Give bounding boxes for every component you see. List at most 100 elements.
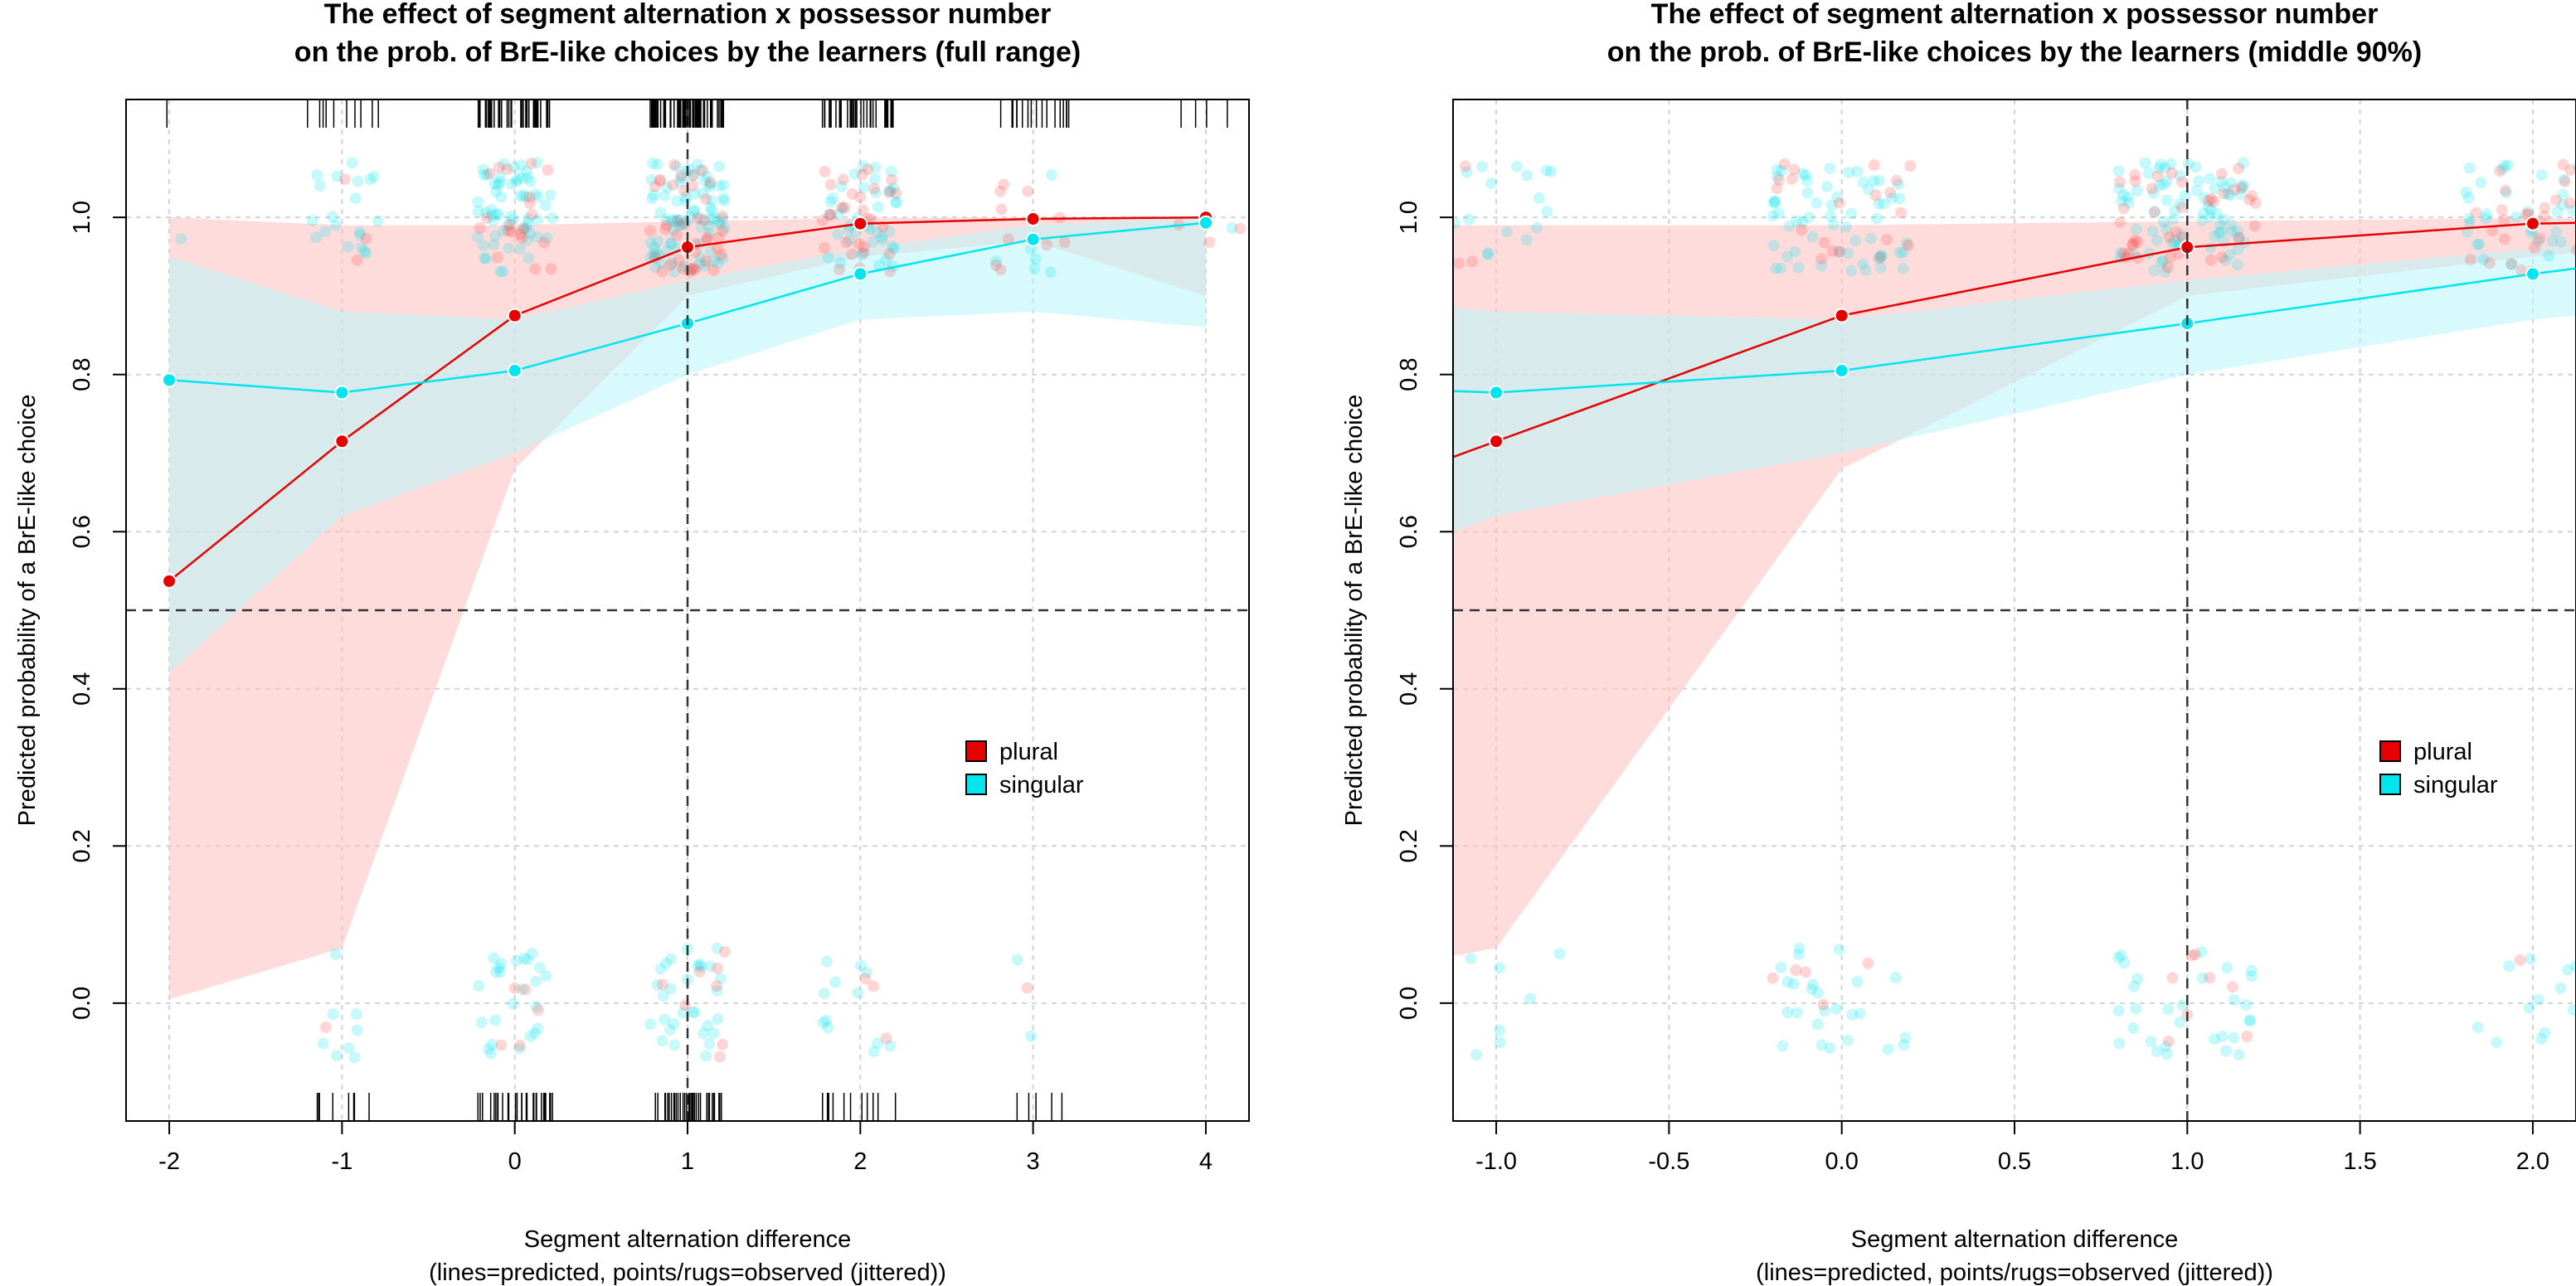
observed-point bbox=[675, 219, 688, 231]
observed-point bbox=[2233, 231, 2245, 244]
observed-point bbox=[698, 175, 711, 187]
observed-point bbox=[692, 959, 704, 972]
confidence-band-singular bbox=[1453, 245, 2576, 532]
x-axis-title: Segment alternation difference bbox=[524, 1226, 851, 1253]
observed-point bbox=[2166, 972, 2179, 984]
y-axis-title: Predicted probability of a BrE-like choi… bbox=[1341, 395, 1368, 827]
observed-point bbox=[545, 263, 557, 275]
observed-point bbox=[1851, 165, 1864, 177]
observed-point bbox=[2472, 238, 2484, 250]
observed-point bbox=[711, 942, 723, 954]
observed-point bbox=[1541, 164, 1553, 177]
observed-point bbox=[2238, 181, 2250, 193]
observed-point bbox=[1524, 992, 1537, 1005]
observed-point bbox=[2538, 211, 2550, 222]
observed-point bbox=[493, 176, 506, 188]
observed-point bbox=[1493, 962, 1505, 974]
observed-point bbox=[1834, 197, 1845, 209]
observed-point bbox=[2202, 200, 2214, 212]
y-tick-label: 0.0 bbox=[1396, 987, 1422, 1020]
observed-point bbox=[673, 255, 685, 266]
observed-point bbox=[474, 222, 486, 234]
observed-point bbox=[349, 192, 362, 205]
observed-point bbox=[512, 173, 524, 185]
observed-point bbox=[1821, 181, 1834, 193]
observed-point bbox=[1868, 159, 1880, 172]
observed-point bbox=[2198, 192, 2210, 204]
observed-point bbox=[2195, 946, 2208, 958]
observed-point bbox=[1553, 948, 1566, 960]
observed-point bbox=[1841, 1034, 1854, 1046]
observed-point bbox=[477, 163, 489, 176]
observed-point bbox=[343, 1042, 355, 1054]
observed-point bbox=[883, 226, 896, 238]
observed-point bbox=[2514, 954, 2526, 966]
observed-point bbox=[1781, 1007, 1794, 1018]
observed-point bbox=[2219, 255, 2232, 266]
observed-point bbox=[1876, 250, 1888, 263]
predicted-point-singular bbox=[334, 385, 350, 400]
observed-point bbox=[2494, 165, 2506, 177]
observed-point bbox=[880, 254, 892, 266]
observed-point bbox=[2169, 204, 2181, 216]
observed-point bbox=[498, 225, 510, 237]
observed-point bbox=[674, 214, 687, 226]
observed-point bbox=[2175, 201, 2188, 214]
observed-point bbox=[2112, 165, 2125, 177]
observed-point bbox=[516, 172, 528, 184]
predicted-point-plural bbox=[1834, 308, 1849, 323]
observed-point bbox=[2236, 179, 2248, 191]
observed-point bbox=[2228, 183, 2240, 196]
legend-swatch-plural bbox=[2379, 740, 2401, 762]
observed-point bbox=[1806, 231, 1819, 243]
observed-point bbox=[319, 226, 332, 238]
observed-point bbox=[2130, 1002, 2142, 1015]
observed-point bbox=[493, 161, 505, 173]
observed-point bbox=[685, 264, 697, 275]
observed-point bbox=[835, 201, 848, 213]
observed-point bbox=[1461, 166, 1473, 178]
chart-title: The effect of segment alternation x poss… bbox=[1651, 0, 2379, 30]
observed-point bbox=[1438, 218, 1450, 230]
x-axis-title: Segment alternation difference bbox=[1851, 1226, 2178, 1253]
observed-point bbox=[1818, 236, 1830, 249]
observed-point bbox=[989, 259, 1002, 271]
observed-point bbox=[2558, 173, 2570, 186]
observed-point bbox=[2156, 255, 2169, 267]
observed-point bbox=[2117, 247, 2130, 260]
observed-point bbox=[1845, 207, 1858, 220]
observed-point bbox=[645, 173, 658, 186]
observed-point bbox=[2151, 170, 2164, 182]
observed-point bbox=[2218, 213, 2229, 226]
observed-point bbox=[651, 158, 663, 171]
observed-point bbox=[2216, 1030, 2228, 1042]
observed-point bbox=[1481, 247, 1494, 260]
observed-point bbox=[2139, 157, 2151, 169]
observed-point bbox=[675, 172, 688, 184]
observed-point bbox=[2131, 973, 2144, 985]
observed-point bbox=[1453, 257, 1465, 269]
observed-point bbox=[1482, 249, 1495, 261]
observed-point bbox=[1021, 982, 1033, 994]
predicted-point-plural bbox=[853, 216, 868, 231]
observed-point bbox=[1824, 163, 1836, 175]
observed-point bbox=[327, 211, 339, 223]
observed-point bbox=[514, 243, 527, 255]
predicted-point-singular bbox=[1489, 385, 1504, 400]
observed-point bbox=[2245, 964, 2258, 977]
observed-point bbox=[2463, 162, 2476, 174]
observed-point bbox=[2567, 1004, 2576, 1017]
observed-point bbox=[665, 237, 678, 250]
observed-point bbox=[2572, 161, 2576, 172]
observed-point bbox=[360, 232, 372, 245]
chart-title: on the prob. of BrE-like choices by the … bbox=[294, 36, 1081, 68]
observed-point bbox=[2491, 1036, 2503, 1049]
observed-point bbox=[707, 1027, 720, 1040]
observed-point bbox=[518, 953, 531, 964]
observed-point bbox=[2498, 233, 2510, 245]
observed-point bbox=[712, 1013, 724, 1026]
observed-point bbox=[2127, 1022, 2140, 1034]
observed-point bbox=[842, 224, 854, 235]
observed-point bbox=[495, 958, 508, 970]
observed-point bbox=[485, 204, 498, 216]
